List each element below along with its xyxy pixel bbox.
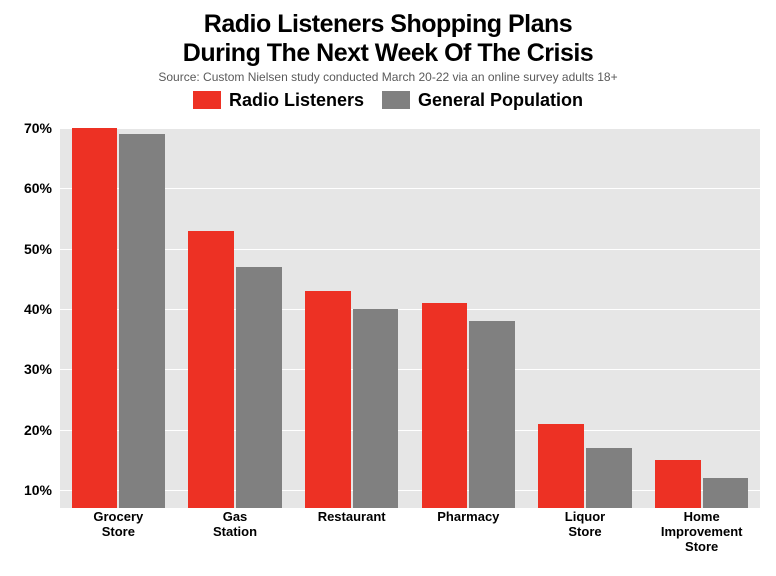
bar-general xyxy=(586,448,632,508)
legend-label-general: General Population xyxy=(418,90,583,111)
x-tick-label: Gas Station xyxy=(177,510,294,540)
legend-swatch-radio xyxy=(193,91,221,109)
chart-legend: Radio Listeners General Population xyxy=(0,90,776,111)
y-tick-label: 20% xyxy=(24,422,60,438)
x-tick-label: Grocery Store xyxy=(60,510,177,540)
plot-area: 10%20%30%40%50%60%70% xyxy=(60,128,760,508)
bar-general xyxy=(236,267,282,508)
legend-item-radio: Radio Listeners xyxy=(193,90,364,111)
bar-radio xyxy=(422,303,468,508)
category-group xyxy=(305,128,398,508)
y-tick-label: 70% xyxy=(24,120,60,136)
y-tick-label: 30% xyxy=(24,361,60,377)
bar-radio xyxy=(72,128,118,508)
chart-container: Radio Listeners Shopping Plans During Th… xyxy=(0,0,776,576)
bar-general xyxy=(119,134,165,508)
chart-subtitle: Source: Custom Nielsen study conducted M… xyxy=(0,70,776,84)
legend-swatch-general xyxy=(382,91,410,109)
chart-title: Radio Listeners Shopping Plans During Th… xyxy=(0,0,776,68)
y-tick-label: 40% xyxy=(24,301,60,317)
category-group xyxy=(188,128,281,508)
bar-radio xyxy=(655,460,701,508)
bar-radio xyxy=(305,291,351,508)
category-group xyxy=(655,128,748,508)
bars-layer xyxy=(60,128,760,508)
x-tick-label: Home Improvement Store xyxy=(643,510,760,555)
x-tick-label: Liquor Store xyxy=(527,510,644,540)
bar-general xyxy=(353,309,399,508)
y-tick-label: 10% xyxy=(24,482,60,498)
category-group xyxy=(72,128,165,508)
bar-general xyxy=(703,478,749,508)
bar-general xyxy=(469,321,515,508)
y-tick-label: 60% xyxy=(24,180,60,196)
y-tick-label: 50% xyxy=(24,241,60,257)
x-tick-label: Pharmacy xyxy=(410,510,527,525)
category-group xyxy=(538,128,631,508)
legend-label-radio: Radio Listeners xyxy=(229,90,364,111)
legend-item-general: General Population xyxy=(382,90,583,111)
category-group xyxy=(422,128,515,508)
x-tick-label: Restaurant xyxy=(293,510,410,525)
bar-radio xyxy=(188,231,234,508)
bar-radio xyxy=(538,424,584,508)
